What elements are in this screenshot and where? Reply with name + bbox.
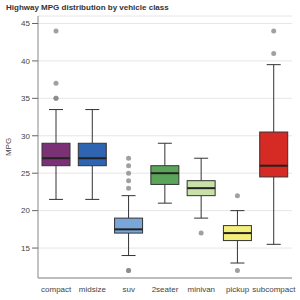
svg-text:pickup: pickup	[226, 285, 250, 294]
svg-text:minivan: minivan	[187, 285, 215, 294]
svg-text:45: 45	[21, 19, 30, 28]
svg-text:25: 25	[21, 169, 30, 178]
svg-text:20: 20	[21, 206, 30, 215]
svg-text:40: 40	[21, 57, 30, 66]
svg-text:35: 35	[21, 94, 30, 103]
svg-text:suv: suv	[122, 285, 134, 294]
svg-text:compact: compact	[41, 285, 72, 294]
svg-text:MPG: MPG	[8, 138, 13, 156]
svg-text:15: 15	[21, 244, 30, 253]
svg-text:midsize: midsize	[79, 285, 107, 294]
html-text:Highway MPG distribution by ve: Highway MPG distribution by vehicle clas…	[6, 3, 169, 12]
svg-text:30: 30	[21, 132, 30, 141]
svg-text:2seater: 2seater	[152, 285, 179, 294]
svg-text:subcompact: subcompact	[252, 285, 292, 294]
